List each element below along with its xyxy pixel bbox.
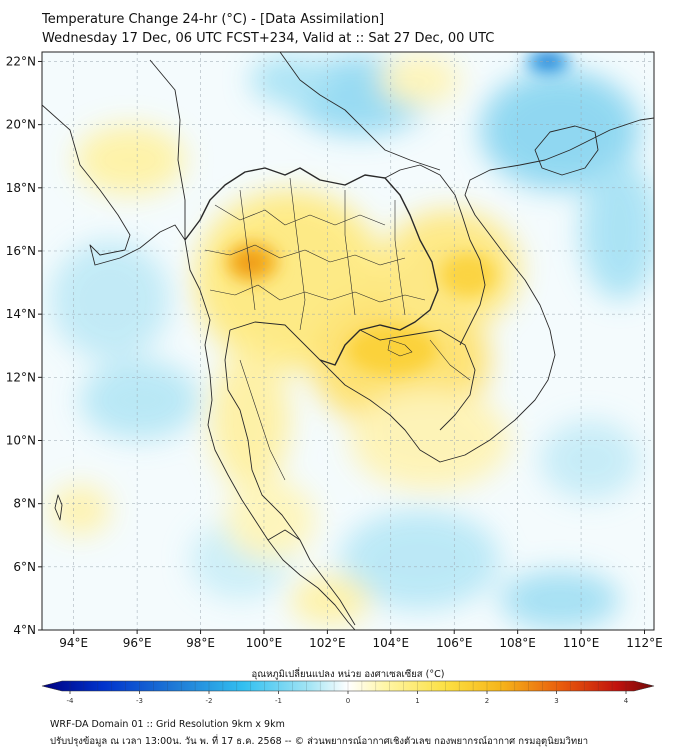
footer-update-info: ปรับปรุงข้อมูล ณ เวลา 13:00น. วัน พ. ที่… xyxy=(50,736,589,747)
chart-subtitle: Wednesday 17 Dec, 06 UTC FCST+234, Valid… xyxy=(42,31,495,46)
lat-tick-label: 6°N xyxy=(13,560,36,574)
lat-tick-label: 16°N xyxy=(6,244,36,258)
temperature-change-map: 4°N 6°N 8°N 10°N 12°N 14°N 16°N 18°N 20°N 22°N 94… xyxy=(6,51,663,705)
cambodia-border xyxy=(359,329,476,431)
lon-tick-label: 96°E xyxy=(123,636,152,650)
lon-tick-label: 106°E xyxy=(436,636,473,650)
coastlines-borders xyxy=(42,52,654,630)
colorbar-tick-label: -4 xyxy=(67,697,75,705)
colorbar-tick-label: 3 xyxy=(554,697,558,705)
myanmar-border xyxy=(149,59,186,240)
thailand-border xyxy=(184,167,439,366)
colorbar-tick-label: 4 xyxy=(624,697,629,705)
lat-tick-label: 4°N xyxy=(13,623,36,637)
map-frame xyxy=(41,51,655,631)
lat-tick-label: 8°N xyxy=(13,497,36,511)
lat-tick-label: 20°N xyxy=(6,118,36,132)
laos-vietnam-border xyxy=(384,164,486,346)
lat-tick-label: 18°N xyxy=(6,181,36,195)
lon-tick-label: 98°E xyxy=(186,636,215,650)
colorbar-tick-label: 0 xyxy=(346,697,350,705)
lon-tick-label: 112°E xyxy=(626,636,663,650)
colorbar-tick-label: -1 xyxy=(275,697,282,705)
colorbar-tick-label: 1 xyxy=(415,697,419,705)
south-china-coast xyxy=(569,117,654,151)
footer-model-info: WRF-DA Domain 01 :: Grid Resolution 9km … xyxy=(50,719,285,730)
china-border xyxy=(279,52,441,171)
lat-tick-label: 10°N xyxy=(6,433,36,447)
colorbar-tick-label: 2 xyxy=(485,697,489,705)
lat-tick-label: 14°N xyxy=(6,307,36,321)
lon-tick-label: 100°E xyxy=(246,636,283,650)
lon-tick-label: 110°E xyxy=(563,636,600,650)
colorbar-tick-label: -2 xyxy=(206,697,213,705)
lat-tick-label: 22°N xyxy=(6,54,36,68)
western-coastline xyxy=(42,104,356,630)
longitude-axis: 94°E 96°E 98°E 100°E 102°E 104°E 106°E 108°E 110… xyxy=(59,630,663,650)
gulf-and-vietnam-coast xyxy=(229,149,571,463)
lon-tick-label: 94°E xyxy=(59,636,88,650)
lon-tick-label: 108°E xyxy=(499,636,536,650)
peninsula-east-coast xyxy=(224,329,356,626)
temperature-field xyxy=(50,52,654,630)
chart-title: Temperature Change 24-hr (°C) - [Data As… xyxy=(42,12,385,27)
latitude-axis: 4°N 6°N 8°N 10°N 12°N 14°N 16°N 18°N 20°N 22°N xyxy=(6,54,42,637)
lon-tick-label: 104°E xyxy=(373,636,410,650)
colorbar-label: อุณหภูมิเปลี่ยนแปลง หน่วย องศาเซลเซียส (… xyxy=(252,667,445,680)
lat-tick-label: 12°N xyxy=(6,370,36,384)
lon-tick-label: 102°E xyxy=(309,636,346,650)
colorbar-tick-label: -3 xyxy=(136,697,143,705)
andaman-island xyxy=(54,494,63,521)
colorbar: อุณหภูมิเปลี่ยนแปลง หน่วย องศาเซลเซียส (… xyxy=(41,667,655,705)
gridlines xyxy=(42,52,654,630)
hainan-island xyxy=(534,125,599,176)
